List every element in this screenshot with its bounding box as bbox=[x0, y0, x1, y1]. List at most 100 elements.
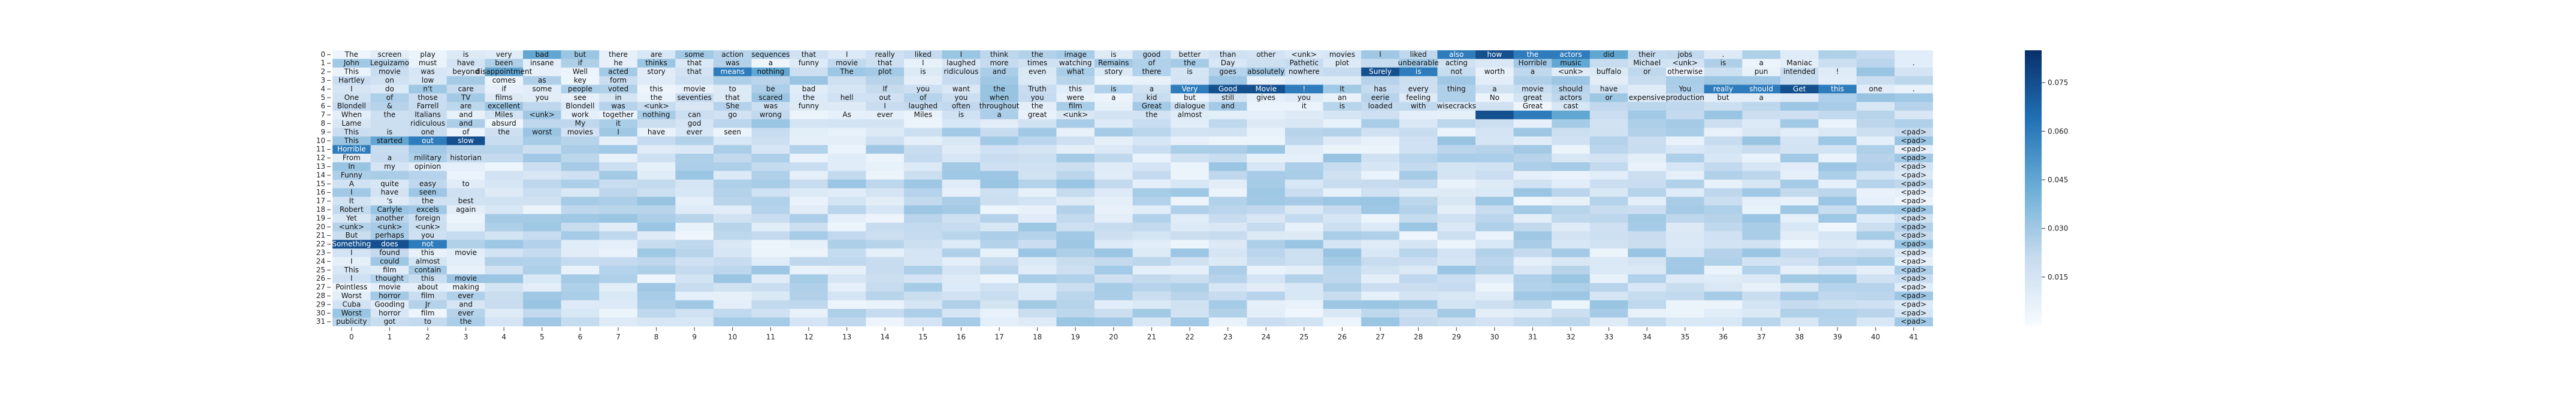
heatmap-cell bbox=[942, 223, 981, 232]
heatmap-cell bbox=[1399, 84, 1438, 94]
heatmap-cell bbox=[904, 188, 942, 198]
heatmap-cell bbox=[1780, 110, 1819, 120]
heatmap-cell bbox=[904, 102, 942, 111]
heatmap-cell bbox=[713, 274, 752, 284]
heatmap-cell bbox=[1056, 84, 1095, 94]
heatmap-cell bbox=[409, 274, 448, 284]
heatmap-cell bbox=[1818, 127, 1857, 137]
heatmap-cell-label: you bbox=[1031, 93, 1044, 102]
heatmap-cell-label: a bbox=[1531, 68, 1535, 76]
heatmap-cell bbox=[561, 248, 600, 257]
heatmap-cell bbox=[446, 223, 485, 232]
heatmap-cell bbox=[790, 153, 829, 163]
heatmap-cell bbox=[446, 59, 485, 68]
heatmap-cell bbox=[1056, 214, 1095, 223]
heatmap-cell bbox=[1056, 223, 1095, 232]
heatmap-cell bbox=[523, 102, 561, 111]
heatmap-cell bbox=[827, 214, 866, 223]
heatmap-cell bbox=[904, 136, 942, 145]
heatmap-cell bbox=[1589, 102, 1628, 111]
heatmap-cell-label: plot bbox=[1335, 59, 1349, 67]
heatmap-cell-label: the bbox=[384, 111, 396, 119]
heatmap-cell bbox=[1018, 317, 1057, 327]
heatmap-cell bbox=[370, 231, 409, 241]
heatmap-cell bbox=[1552, 300, 1591, 309]
heatmap-cell-label: an bbox=[1338, 93, 1347, 102]
heatmap-cell bbox=[1323, 214, 1362, 223]
heatmap-cell bbox=[1208, 110, 1247, 120]
heatmap-cell-label: Lame bbox=[341, 119, 361, 127]
heatmap-cell-label: and bbox=[459, 111, 473, 119]
heatmap-cell bbox=[904, 300, 942, 309]
heatmap-cell bbox=[675, 102, 714, 111]
heatmap-cell bbox=[980, 205, 1019, 214]
heatmap-cell bbox=[1552, 283, 1591, 292]
heatmap-cell bbox=[751, 292, 790, 300]
heatmap-cell bbox=[409, 84, 448, 94]
heatmap-cell bbox=[1666, 300, 1704, 309]
heatmap-cell-label: I bbox=[350, 257, 353, 265]
heatmap-cell bbox=[1857, 300, 1895, 309]
heatmap-cell bbox=[1323, 248, 1362, 257]
heatmap-cell-label: the bbox=[803, 93, 815, 102]
heatmap-cell bbox=[866, 162, 905, 171]
heatmap-cell-label: Truth bbox=[1027, 84, 1046, 93]
heatmap-cell bbox=[1095, 188, 1133, 198]
heatmap-cell bbox=[713, 239, 752, 249]
heatmap-cell bbox=[1780, 274, 1819, 284]
heatmap-cell bbox=[1247, 257, 1286, 266]
heatmap-cell bbox=[1894, 76, 1933, 85]
heatmap-cell bbox=[675, 300, 714, 309]
heatmap-cell bbox=[1513, 317, 1552, 327]
heatmap-cell-label: goes bbox=[1219, 68, 1236, 76]
heatmap-cell-label: and bbox=[459, 300, 473, 308]
heatmap-cell bbox=[675, 283, 714, 292]
heatmap-cell bbox=[1628, 93, 1667, 102]
heatmap-cell bbox=[980, 317, 1019, 327]
heatmap-cell bbox=[980, 223, 1019, 232]
heatmap-cell bbox=[332, 300, 371, 309]
heatmap-cell-label: the bbox=[1184, 59, 1196, 67]
heatmap-cell bbox=[1285, 231, 1323, 241]
heatmap-cell bbox=[637, 171, 676, 180]
heatmap-cell bbox=[1208, 119, 1247, 128]
heatmap-cell bbox=[1552, 67, 1591, 77]
heatmap-cell bbox=[904, 180, 942, 189]
heatmap-cell bbox=[561, 257, 600, 266]
heatmap-cell bbox=[1780, 145, 1819, 154]
heatmap-cell bbox=[523, 59, 561, 68]
heatmap-cell bbox=[980, 93, 1019, 102]
heatmap-cell bbox=[409, 292, 448, 300]
heatmap-cell bbox=[1513, 171, 1552, 180]
heatmap-cell bbox=[485, 119, 524, 128]
heatmap-cell bbox=[1399, 317, 1438, 327]
heatmap-cell-label: almost bbox=[1178, 111, 1202, 119]
heatmap-cell bbox=[1476, 119, 1514, 128]
heatmap-cell bbox=[675, 239, 714, 249]
heatmap-cell-label: quite bbox=[380, 180, 399, 188]
heatmap-cell-label: the bbox=[1032, 50, 1044, 59]
heatmap-cell bbox=[790, 317, 829, 327]
heatmap-cell bbox=[1666, 145, 1704, 154]
heatmap-cell bbox=[561, 59, 600, 68]
heatmap-cell-label: you bbox=[954, 93, 967, 102]
heatmap-cell bbox=[1666, 119, 1704, 128]
heatmap-cell bbox=[1476, 257, 1514, 266]
heatmap-cell bbox=[1056, 317, 1095, 327]
heatmap-cell bbox=[1818, 76, 1857, 85]
heatmap-cell bbox=[561, 84, 600, 94]
heatmap-cell bbox=[1894, 93, 1933, 102]
heatmap-cell bbox=[1742, 196, 1781, 206]
heatmap-cell bbox=[561, 309, 600, 318]
heatmap-cell bbox=[1018, 59, 1057, 68]
heatmap-cell bbox=[713, 93, 752, 102]
heatmap-cell bbox=[1095, 196, 1133, 206]
heatmap-cell bbox=[1056, 110, 1095, 120]
heatmap-cell bbox=[1476, 248, 1514, 257]
heatmap-cell bbox=[1323, 180, 1362, 189]
heatmap-cell-label: care bbox=[458, 84, 474, 93]
heatmap-cell bbox=[1666, 127, 1704, 137]
heatmap-cell bbox=[1399, 223, 1438, 232]
heatmap-cell bbox=[1399, 171, 1438, 180]
heatmap-cell bbox=[1361, 283, 1400, 292]
